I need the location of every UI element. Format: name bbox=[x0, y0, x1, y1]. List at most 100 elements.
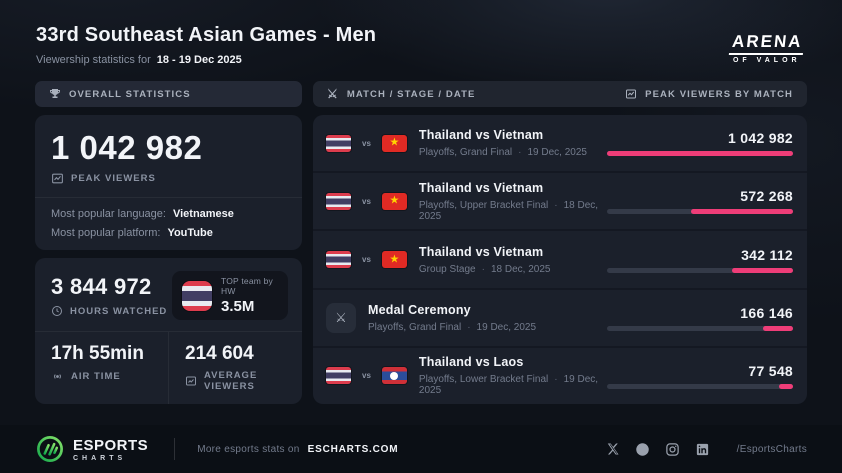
match-row[interactable]: vs Thailand vs Vietnam Playoffs, Grand F… bbox=[313, 115, 807, 171]
footer-divider bbox=[174, 438, 176, 460]
match-peak-value: 1 042 982 bbox=[728, 130, 793, 147]
match-row[interactable]: vs Thailand vs Vietnam Playoffs, Upper B… bbox=[313, 171, 807, 229]
instagram-icon[interactable] bbox=[665, 442, 680, 457]
facebook-icon[interactable] bbox=[635, 442, 650, 457]
subtitle-prefix: Viewership statistics for bbox=[36, 54, 151, 66]
match-peak-bar-fill bbox=[607, 151, 793, 157]
match-peak-bar bbox=[607, 325, 793, 331]
footer-logo-line1: ESPORTS bbox=[73, 436, 149, 454]
match-list-header: ⚔ MATCH / STAGE / DATE PEAK VIEWERS BY M… bbox=[313, 81, 807, 107]
match-peak-value: 342 112 bbox=[741, 246, 793, 263]
game-logo-line2: OF VALOR bbox=[732, 57, 801, 64]
popular-platform-label: Most popular platform: bbox=[51, 226, 161, 239]
match-peak-bar-fill bbox=[690, 209, 793, 215]
laos-flag bbox=[381, 367, 407, 385]
match-teams: vs bbox=[326, 251, 407, 268]
hours-watched-card: 3 844 972 HOURS WATCHED TOP team by HW bbox=[35, 258, 302, 404]
popular-language-value: Vietnamese bbox=[172, 207, 234, 220]
vietnam-flag bbox=[381, 251, 407, 268]
average-viewers-value: 214 604 bbox=[185, 343, 254, 364]
thailand-flag bbox=[326, 367, 351, 385]
chart-icon bbox=[625, 88, 637, 100]
air-time-cell: 17h 55min AIR TIME bbox=[35, 332, 168, 404]
match-row[interactable]: ⚔ Medal Ceremony Playoffs, Grand Final · 1… bbox=[313, 287, 807, 346]
footer-more-text: More esports stats on bbox=[197, 443, 300, 455]
x-twitter-icon[interactable] bbox=[606, 442, 620, 456]
match-stage-date: Group Stage · 18 Dec, 2025 bbox=[419, 264, 551, 275]
vs-label: vs bbox=[362, 371, 371, 381]
tab-overall-statistics[interactable]: OVERALL STATISTICS bbox=[35, 81, 302, 107]
match-peak-bar bbox=[607, 383, 793, 389]
match-row[interactable]: vs Thailand vs Vietnam Group Stage · 18 De… bbox=[313, 229, 807, 287]
match-stage: Group Stage bbox=[418, 263, 476, 275]
content: 1 042 982 PEAK VIEWERS Most popular lang… bbox=[0, 115, 842, 404]
match-title: Medal Ceremony bbox=[368, 302, 471, 317]
tab-overall-label: OVERALL STATISTICS bbox=[69, 88, 191, 100]
air-time-label: AIR TIME bbox=[71, 371, 121, 382]
match-title: Thailand vs Vietnam bbox=[418, 180, 544, 195]
match-teams: vs bbox=[326, 192, 407, 210]
broadcast-icon bbox=[51, 370, 64, 383]
match-stage-date: Playoffs, Grand Final · 19 Dec, 2025 bbox=[368, 322, 536, 333]
match-date: 19 Dec, 2025 bbox=[476, 321, 537, 333]
match-teams: ⚔ bbox=[326, 302, 356, 333]
match-date: 19 Dec, 2025 bbox=[527, 147, 587, 159]
top-team-label: TOP team by HW bbox=[221, 276, 273, 296]
peak-viewers-value: 1 042 982 bbox=[51, 129, 203, 166]
thailand-flag bbox=[326, 192, 351, 210]
average-viewers-label: AVERAGE VIEWERS bbox=[204, 370, 258, 392]
match-stage-date: Playoffs, Upper Bracket Final · 18 Dec, 20… bbox=[419, 200, 607, 222]
separator-dot: · bbox=[467, 321, 471, 333]
vietnam-flag bbox=[381, 192, 407, 210]
crossed-swords-icon: ⚔ bbox=[326, 302, 356, 333]
header: 33rd Southeast Asian Games - Men Viewers… bbox=[0, 0, 842, 66]
separator-dot: · bbox=[554, 374, 558, 386]
match-stage: Playoffs, Grand Final bbox=[418, 147, 513, 159]
popular-platform-row: Most popular platform: YouTube bbox=[51, 227, 286, 239]
popular-language-label: Most popular language: bbox=[51, 207, 166, 220]
game-logo-line1: ARENA bbox=[728, 32, 806, 55]
match-date: 19 Dec, 2025 bbox=[418, 374, 599, 397]
escharts-link[interactable]: ESCHARTS.COM bbox=[307, 443, 399, 455]
linkedin-icon[interactable] bbox=[695, 442, 710, 457]
thailand-flag bbox=[182, 280, 212, 311]
clock-icon bbox=[51, 305, 63, 317]
match-peak-bar bbox=[607, 151, 793, 157]
match-title: Thailand vs Laos bbox=[418, 355, 524, 370]
trophy-icon bbox=[49, 88, 61, 100]
separator-dot: · bbox=[481, 263, 485, 275]
arena-of-valor-logo: ARENA OF VALOR bbox=[728, 32, 806, 64]
vs-label: vs bbox=[362, 196, 371, 206]
match-peak-bar-fill bbox=[779, 383, 793, 389]
peak-viewers-card: 1 042 982 PEAK VIEWERS Most popular lang… bbox=[35, 115, 302, 250]
overall-statistics-panel: 1 042 982 PEAK VIEWERS Most popular lang… bbox=[35, 115, 302, 404]
vs-label: vs bbox=[362, 255, 371, 264]
match-peak-value: 572 268 bbox=[740, 188, 793, 205]
match-peak-bar bbox=[607, 267, 793, 273]
page-title: 33rd Southeast Asian Games - Men bbox=[36, 24, 377, 46]
escharts-logo[interactable]: ESPORTS CHARTS bbox=[35, 434, 148, 464]
match-row[interactable]: vs Thailand vs Laos Playoffs, Lower Brac… bbox=[313, 345, 807, 404]
match-stage: Playoffs, Lower Bracket Final bbox=[418, 374, 549, 386]
match-peak-value: 77 548 bbox=[748, 362, 793, 379]
peak-header-label: PEAK VIEWERS BY MATCH bbox=[645, 88, 793, 100]
average-viewers-cell: 214 604 AVERAGE VIEWERS bbox=[168, 332, 302, 404]
footer: ESPORTS CHARTS More esports stats on ESCH… bbox=[0, 425, 842, 473]
crossed-swords-icon: ⚔ bbox=[327, 87, 339, 101]
hours-watched-value: 3 844 972 bbox=[51, 274, 152, 299]
hours-watched-label: HOURS WATCHED bbox=[70, 305, 168, 317]
separator-dot: · bbox=[554, 199, 558, 211]
match-stage: Playoffs, Upper Bracket Final bbox=[418, 199, 549, 211]
top-team-box[interactable]: TOP team by HW 3.5M bbox=[172, 271, 288, 320]
subtitle: Viewership statistics for 18 - 19 Dec 202… bbox=[36, 54, 376, 66]
thailand-flag bbox=[326, 134, 351, 152]
match-stage: Playoffs, Grand Final bbox=[368, 321, 462, 333]
match-list: vs Thailand vs Vietnam Playoffs, Grand F… bbox=[313, 115, 807, 404]
match-peak-bar bbox=[607, 209, 793, 215]
average-viewers-chart-icon bbox=[185, 375, 197, 387]
separator-dot: · bbox=[518, 147, 522, 159]
match-stage-date-header: ⚔ MATCH / STAGE / DATE bbox=[327, 88, 475, 100]
thailand-flag bbox=[326, 251, 351, 268]
popular-platform-value: YouTube bbox=[167, 226, 213, 239]
